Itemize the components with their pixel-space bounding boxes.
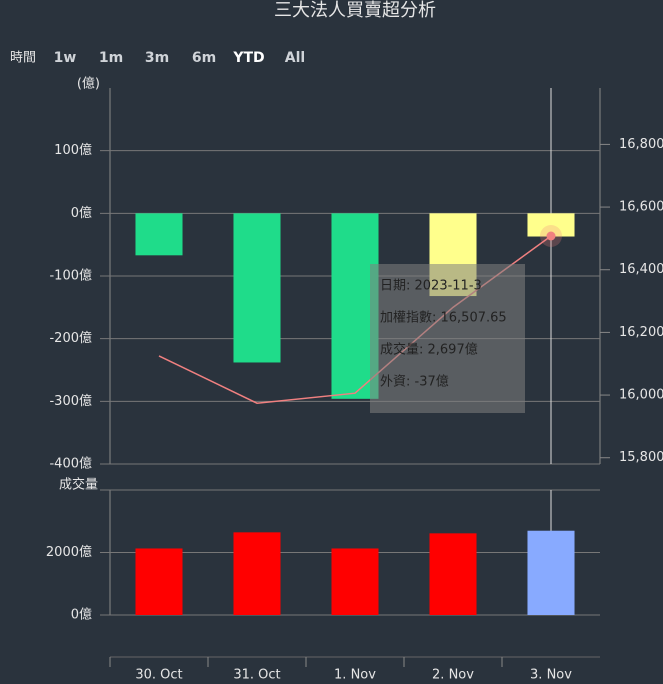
volume-bar <box>135 548 183 615</box>
range-button[interactable]: YTD <box>232 50 264 66</box>
volume-axis-title: 成交量 <box>59 477 98 493</box>
tooltip-line: 日期: 2023-11-3 <box>380 279 482 294</box>
range-button[interactable]: All <box>285 50 305 66</box>
range-button[interactable]: 3m <box>145 50 169 66</box>
tooltip-line: 加權指數: 16,507.65 <box>380 311 507 326</box>
tooltip-line: 成交量: 2,697億 <box>380 342 478 358</box>
range-button[interactable]: 1m <box>99 50 123 66</box>
y2-tick-label: 16,200 <box>619 325 663 340</box>
volume-bar <box>331 548 379 615</box>
range-button[interactable]: 1w <box>54 50 77 66</box>
hover-marker <box>546 231 556 241</box>
tooltip-box <box>370 264 525 413</box>
y-tick-label: -300億 <box>49 393 92 409</box>
y-tick-label: -100億 <box>49 268 92 284</box>
x-tick-label: 1. Nov <box>334 668 376 683</box>
y2-tick-label: 16,400 <box>619 262 663 277</box>
range-button[interactable]: 6m <box>192 50 216 66</box>
y-tick-label: -400億 <box>49 456 92 472</box>
y-tick-label: -200億 <box>49 330 92 346</box>
volume-bar <box>233 532 281 615</box>
y2-tick-label: 15,800 <box>619 450 663 465</box>
volume-bar <box>429 533 477 615</box>
y2-tick-label: 16,000 <box>619 388 663 403</box>
bar <box>233 213 281 363</box>
y-tick-label: 100億 <box>54 142 92 158</box>
range-label: 時間 <box>10 51 36 66</box>
volume-bar <box>527 530 575 615</box>
y-tick-label: 2000億 <box>46 544 92 560</box>
x-tick-label: 30. Oct <box>135 668 182 683</box>
bar <box>527 213 575 237</box>
x-tick-label: 3. Nov <box>530 668 572 683</box>
y-axis-title: (億) <box>77 76 100 92</box>
tooltip-line: 外資: -37億 <box>380 374 449 390</box>
y2-tick-label: 16,800 <box>619 137 663 152</box>
y-tick-label: 0億 <box>71 607 92 623</box>
y-tick-label: 0億 <box>71 205 92 221</box>
bar <box>135 213 183 256</box>
x-tick-label: 2. Nov <box>432 668 474 683</box>
y2-tick-label: 16,600 <box>619 200 663 215</box>
chart-title: 三大法人買賣超分析 <box>274 0 436 21</box>
x-tick-label: 31. Oct <box>233 668 280 683</box>
